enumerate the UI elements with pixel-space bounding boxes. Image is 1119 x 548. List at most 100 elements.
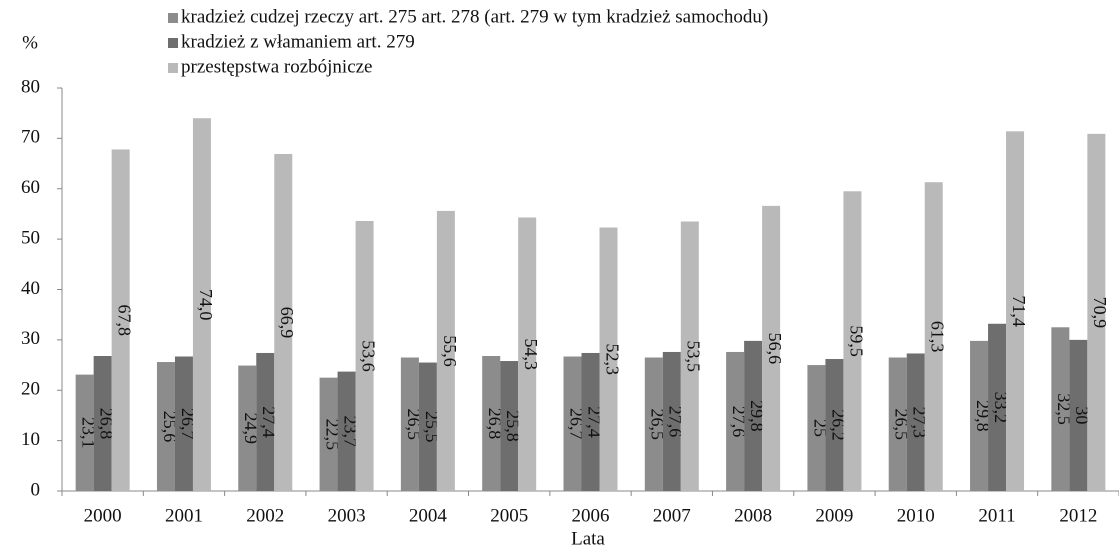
bar — [563, 356, 582, 491]
bar — [337, 371, 356, 491]
bar — [843, 191, 862, 492]
value-label: 26,5 — [404, 409, 424, 441]
x-tick-label: 2006 — [572, 505, 610, 526]
y-tick-label: 30 — [21, 328, 40, 349]
value-label: 27,4 — [584, 406, 604, 438]
bar — [744, 340, 763, 491]
bar — [1051, 327, 1070, 491]
y-tick-label: 60 — [21, 177, 40, 198]
value-label: 27,4 — [259, 406, 279, 438]
x-tick-label: 2002 — [246, 505, 284, 526]
value-label: 25,8 — [503, 410, 523, 442]
bar — [599, 227, 618, 491]
bar — [355, 220, 374, 492]
value-label: 70,9 — [1090, 297, 1110, 329]
x-tick-label: 2011 — [978, 505, 1015, 526]
bar — [726, 351, 745, 491]
bar — [192, 118, 211, 491]
bar — [174, 356, 193, 491]
bar — [436, 210, 455, 492]
bar — [888, 357, 907, 491]
value-label: 23,7 — [340, 416, 360, 448]
x-tick-label: 2001 — [165, 505, 203, 526]
y-axis-label: % — [22, 32, 38, 53]
bar — [680, 221, 699, 491]
bar — [156, 362, 175, 491]
bar — [970, 340, 989, 491]
value-label: 27,3 — [910, 406, 930, 438]
bar — [93, 355, 112, 491]
x-tick-label: 2010 — [897, 505, 935, 526]
legend-swatch — [168, 63, 178, 73]
x-tick-label: 2000 — [84, 505, 122, 526]
x-axis-label: Lata — [571, 528, 605, 548]
bar — [418, 362, 437, 491]
bar — [75, 374, 94, 491]
value-label: 59,5 — [846, 325, 866, 357]
value-label: 53,6 — [358, 340, 378, 372]
value-label: 52,3 — [602, 344, 622, 376]
value-label: 67,8 — [115, 304, 135, 336]
x-tick-label: 2003 — [328, 505, 366, 526]
legend-label: kradzież z włamaniem art. 279 — [181, 31, 415, 52]
bar — [988, 323, 1007, 491]
value-label: 23,1 — [79, 417, 99, 449]
value-label: 26,5 — [648, 409, 668, 441]
value-label: 27,6 — [666, 406, 686, 438]
value-label: 26,2 — [828, 409, 848, 441]
bar — [1006, 131, 1025, 491]
x-tick-label: 2009 — [815, 505, 853, 526]
y-tick-label: 50 — [21, 227, 40, 248]
value-label: 29,8 — [747, 400, 767, 432]
bar — [662, 351, 681, 491]
value-label: 25,6 — [160, 411, 180, 443]
y-tick-label: 10 — [21, 429, 40, 450]
value-label: 71,4 — [1009, 295, 1029, 327]
legend-label: kradzież cudzej rzeczy art. 275 art. 278… — [181, 6, 768, 27]
bar — [482, 355, 501, 491]
bar — [762, 205, 781, 491]
value-label: 26,7 — [178, 408, 198, 440]
value-label: 32,5 — [1054, 393, 1074, 425]
bar — [500, 361, 519, 491]
value-label: 26,7 — [566, 408, 586, 440]
bar — [518, 217, 537, 491]
value-label: 25 — [810, 419, 830, 437]
bar — [111, 149, 130, 491]
bar — [1087, 133, 1106, 491]
value-label: 55,6 — [440, 335, 460, 367]
value-label: 30 — [1072, 406, 1092, 424]
value-label: 53,5 — [684, 340, 704, 372]
legend-swatch — [168, 38, 178, 48]
y-tick-label: 0 — [31, 479, 41, 500]
value-label: 29,8 — [973, 400, 993, 432]
value-label: 22,5 — [322, 419, 342, 451]
bar — [1069, 339, 1088, 491]
bar — [400, 357, 419, 491]
legend-label: przestępstwa rozbójnicze — [181, 56, 373, 77]
bar — [807, 365, 826, 491]
value-label: 56,6 — [765, 333, 785, 365]
x-tick-label: 2008 — [734, 505, 772, 526]
x-tick-label: 2007 — [653, 505, 691, 526]
bar — [906, 353, 925, 491]
bar — [581, 352, 600, 491]
y-tick-label: 20 — [21, 379, 40, 400]
bar — [644, 357, 663, 491]
x-tick-label: 2004 — [409, 505, 448, 526]
bar — [238, 365, 257, 491]
bar — [825, 359, 844, 491]
value-label: 26,5 — [892, 409, 912, 441]
value-label: 25,5 — [422, 411, 442, 443]
value-label: 24,9 — [241, 413, 261, 445]
y-tick-label: 80 — [21, 76, 40, 97]
bar — [256, 352, 275, 491]
value-label: 26,8 — [485, 408, 505, 440]
x-tick-label: 2005 — [490, 505, 528, 526]
value-label: 54,3 — [521, 338, 541, 370]
value-label: 74,0 — [196, 289, 216, 321]
value-label: 61,3 — [928, 321, 948, 353]
value-label: 26,8 — [97, 408, 117, 440]
value-label: 66,9 — [277, 307, 297, 339]
